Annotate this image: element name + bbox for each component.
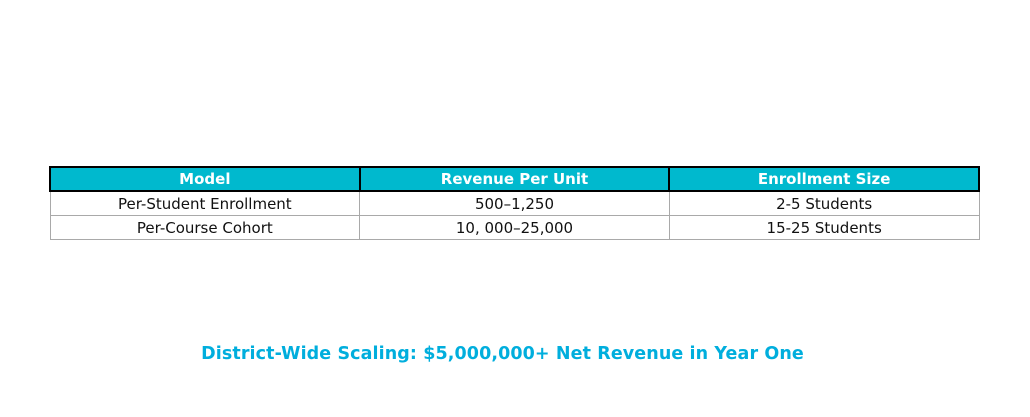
column-header-revenue-per-unit: Revenue Per Unit	[358, 166, 671, 192]
cell-enrollment-per-course: 15-25 Students	[668, 215, 980, 240]
column-header-enrollment-size: Enrollment Size	[668, 166, 980, 192]
cell-model-per-course: Per-Course Cohort	[49, 215, 361, 240]
cell-enrollment-per-student: 2-5 Students	[668, 190, 980, 216]
cell-revenue-per-course: 10, 000–25,000	[359, 215, 670, 240]
table-row: Per-Student Enrollment 500–1,250 2-5 Stu…	[49, 190, 980, 216]
table-row: Per-Course Cohort 10, 000–25,000 15-25 S…	[49, 215, 980, 240]
cell-revenue-per-student: 500–1,250	[359, 190, 670, 216]
revenue-model-table: Model Revenue Per Unit Enrollment Size P…	[49, 166, 980, 240]
cell-model-per-student: Per-Student Enrollment	[49, 190, 361, 216]
table-header-row: Model Revenue Per Unit Enrollment Size	[49, 166, 980, 192]
figure-caption: District-Wide Scaling: $5,000,000+ Net R…	[201, 344, 804, 364]
column-header-model: Model	[49, 166, 361, 192]
